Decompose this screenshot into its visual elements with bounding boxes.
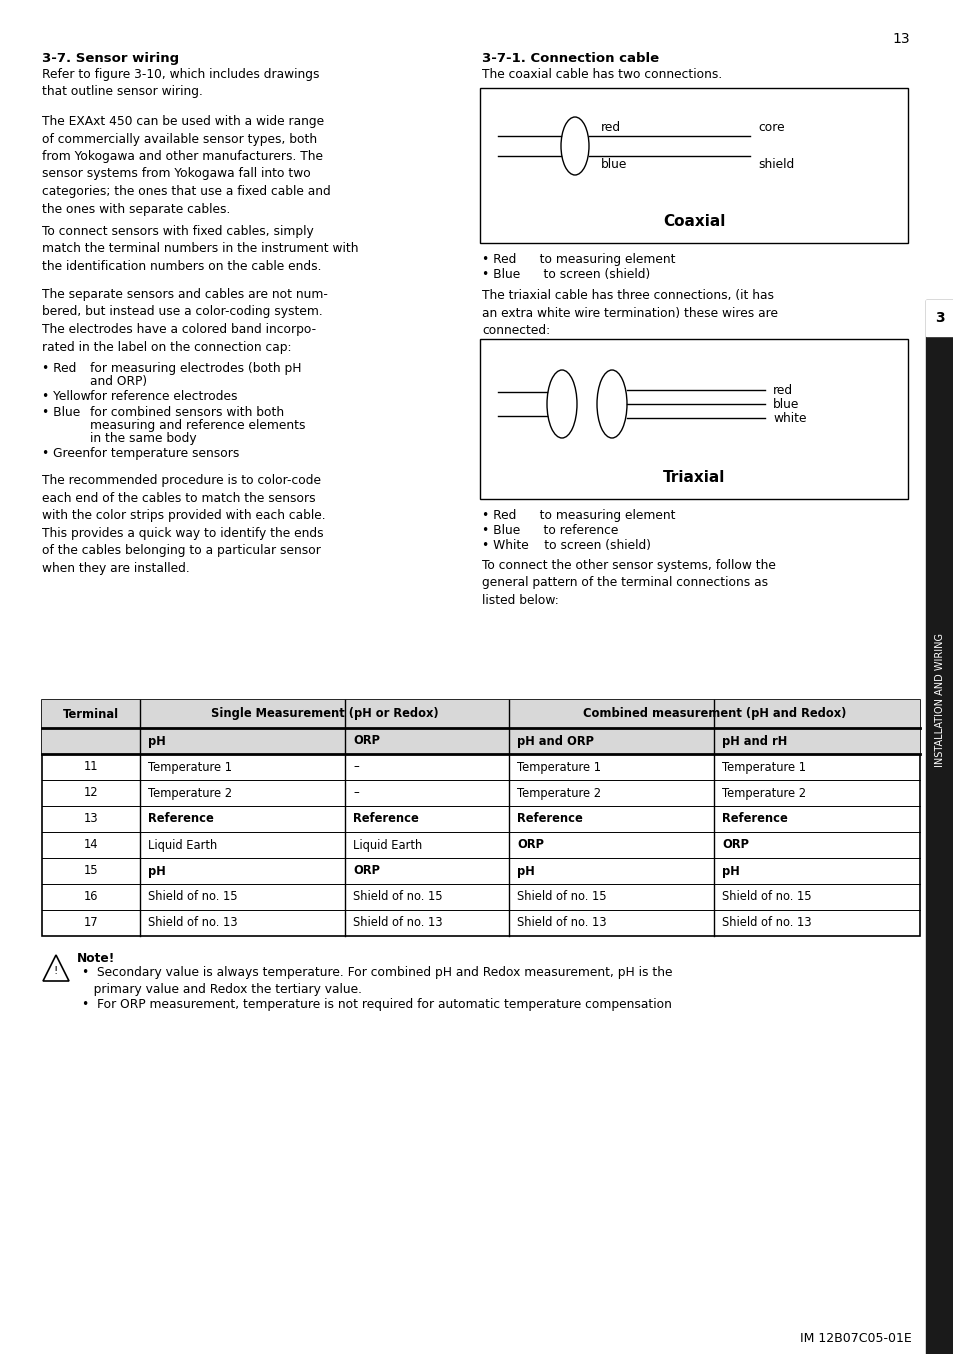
Text: red: red — [772, 383, 792, 397]
Bar — [925, 301, 953, 336]
Text: pH: pH — [517, 864, 535, 877]
Text: 13: 13 — [84, 812, 98, 826]
Text: 3-7. Sensor wiring: 3-7. Sensor wiring — [42, 51, 179, 65]
Text: Shield of no. 13: Shield of no. 13 — [721, 917, 811, 929]
Text: 16: 16 — [84, 891, 98, 903]
Text: ORP: ORP — [353, 864, 379, 877]
Text: 13: 13 — [891, 32, 909, 46]
Text: IM 12B07C05-01E: IM 12B07C05-01E — [800, 1332, 911, 1345]
Text: 12: 12 — [84, 787, 98, 799]
Text: Triaxial: Triaxial — [662, 470, 724, 485]
Text: red: red — [600, 121, 620, 134]
Text: Reference: Reference — [721, 812, 787, 826]
Text: To connect the other sensor systems, follow the
general pattern of the terminal : To connect the other sensor systems, fol… — [481, 559, 775, 607]
Text: pH: pH — [148, 734, 166, 747]
Text: 17: 17 — [84, 917, 98, 929]
Text: Temperature 1: Temperature 1 — [721, 761, 805, 773]
Text: Liquid Earth: Liquid Earth — [353, 838, 422, 852]
Text: The recommended procedure is to color-code
each end of the cables to match the s: The recommended procedure is to color-co… — [42, 474, 325, 575]
Text: The EXAxt 450 can be used with a wide range
of commercially available sensor typ: The EXAxt 450 can be used with a wide ra… — [42, 115, 331, 215]
Text: Shield of no. 15: Shield of no. 15 — [353, 891, 442, 903]
Text: Reference: Reference — [353, 812, 418, 826]
Text: pH and ORP: pH and ORP — [517, 734, 594, 747]
Text: Shield of no. 15: Shield of no. 15 — [148, 891, 237, 903]
Text: Terminal: Terminal — [63, 708, 119, 720]
Text: Temperature 1: Temperature 1 — [148, 761, 232, 773]
Text: ORP: ORP — [353, 734, 379, 747]
Text: •  Secondary value is always temperature. For combined pH and Redox measurement,: • Secondary value is always temperature.… — [82, 965, 672, 997]
Text: Shield of no. 13: Shield of no. 13 — [148, 917, 237, 929]
Text: pH: pH — [721, 864, 739, 877]
Text: white: white — [772, 412, 805, 425]
Bar — [479, 338, 907, 500]
Text: • Yellow: • Yellow — [42, 390, 91, 403]
Text: core: core — [758, 121, 783, 134]
Bar — [925, 301, 953, 1354]
Text: blue: blue — [772, 398, 799, 410]
Text: 14: 14 — [84, 838, 98, 852]
Text: • Red      to measuring element: • Red to measuring element — [481, 509, 675, 523]
Text: pH and rH: pH and rH — [721, 734, 786, 747]
Text: Temperature 2: Temperature 2 — [517, 787, 600, 799]
Text: • Red      to measuring element: • Red to measuring element — [481, 253, 675, 265]
Text: 15: 15 — [84, 864, 98, 877]
Text: Reference: Reference — [517, 812, 582, 826]
Text: Temperature 2: Temperature 2 — [721, 787, 805, 799]
Text: –: – — [353, 787, 358, 799]
Text: ORP: ORP — [721, 838, 748, 852]
Text: 3: 3 — [934, 311, 943, 325]
Text: for measuring electrodes (both pH: for measuring electrodes (both pH — [90, 362, 301, 375]
Text: 3-7-1. Connection cable: 3-7-1. Connection cable — [481, 51, 659, 65]
Text: !: ! — [53, 965, 58, 976]
Text: ORP: ORP — [517, 838, 543, 852]
Text: Reference: Reference — [148, 812, 213, 826]
Text: INSTALLATION AND WIRING: INSTALLATION AND WIRING — [934, 634, 944, 766]
Text: Temperature 2: Temperature 2 — [148, 787, 232, 799]
Text: Shield of no. 13: Shield of no. 13 — [353, 917, 442, 929]
Text: pH: pH — [148, 864, 166, 877]
Text: The coaxial cable has two connections.: The coaxial cable has two connections. — [481, 68, 721, 81]
Text: for reference electrodes: for reference electrodes — [90, 390, 237, 403]
Text: The triaxial cable has three connections, (it has
an extra white wire terminatio: The triaxial cable has three connections… — [481, 290, 778, 337]
Text: Single Measurement (pH or Redox): Single Measurement (pH or Redox) — [211, 708, 437, 720]
Text: Temperature 1: Temperature 1 — [517, 761, 600, 773]
Text: Shield of no. 15: Shield of no. 15 — [721, 891, 811, 903]
Text: The separate sensors and cables are not num-
bered, but instead use a color-codi: The separate sensors and cables are not … — [42, 288, 328, 353]
Text: Shield of no. 15: Shield of no. 15 — [517, 891, 606, 903]
Text: and ORP): and ORP) — [90, 375, 147, 389]
Text: Liquid Earth: Liquid Earth — [148, 838, 217, 852]
Text: •  For ORP measurement, temperature is not required for automatic temperature co: • For ORP measurement, temperature is no… — [82, 998, 671, 1011]
Text: • Green: • Green — [42, 447, 90, 460]
Text: • Red: • Red — [42, 362, 76, 375]
Text: –: – — [353, 761, 358, 773]
Text: in the same body: in the same body — [90, 432, 196, 445]
Text: • White    to screen (shield): • White to screen (shield) — [481, 539, 650, 552]
Text: Refer to figure 3-10, which includes drawings
that outline sensor wiring.: Refer to figure 3-10, which includes dra… — [42, 68, 319, 99]
Text: measuring and reference elements: measuring and reference elements — [90, 418, 305, 432]
Bar — [479, 88, 907, 242]
Text: Shield of no. 13: Shield of no. 13 — [517, 917, 606, 929]
Text: • Blue: • Blue — [42, 406, 80, 418]
Text: shield: shield — [758, 158, 794, 171]
Text: Combined measurement (pH and Redox): Combined measurement (pH and Redox) — [582, 708, 845, 720]
Bar — [42, 700, 919, 728]
Text: for temperature sensors: for temperature sensors — [90, 447, 239, 460]
Text: Coaxial: Coaxial — [662, 214, 724, 229]
Bar — [42, 728, 919, 754]
Text: Note!: Note! — [77, 952, 115, 965]
Text: 11: 11 — [84, 761, 98, 773]
Bar — [42, 700, 919, 936]
Text: blue: blue — [600, 158, 627, 171]
Text: • Blue      to reference: • Blue to reference — [481, 524, 618, 538]
Text: • Blue      to screen (shield): • Blue to screen (shield) — [481, 268, 650, 282]
Text: for combined sensors with both: for combined sensors with both — [90, 406, 284, 418]
Text: To connect sensors with fixed cables, simply
match the terminal numbers in the i: To connect sensors with fixed cables, si… — [42, 225, 358, 274]
